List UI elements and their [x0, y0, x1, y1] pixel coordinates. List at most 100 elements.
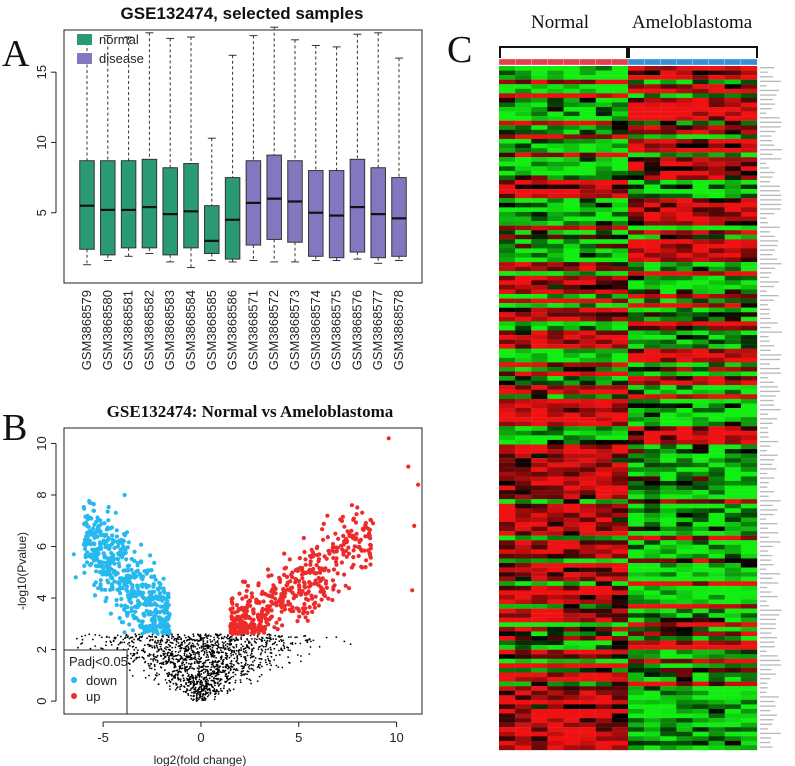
heatmap-cell	[563, 645, 580, 650]
heatmap-cell	[724, 686, 742, 691]
heatmap-cell	[740, 471, 758, 477]
heatmap-cell	[579, 622, 596, 628]
point-ns	[131, 640, 134, 643]
panel-a-sample-labels: GSM3868579 GSM3868580 GSM3868581 GSM3868582…	[79, 290, 406, 370]
point-ns	[201, 662, 204, 665]
group-bar-cell	[547, 58, 564, 66]
point-ns	[135, 658, 137, 660]
point-ns	[204, 647, 207, 650]
heatmap-cell	[692, 649, 709, 655]
heatmap-cell	[515, 394, 532, 400]
heatmap-cell	[499, 421, 516, 427]
heatmap-cell	[644, 262, 661, 267]
point-ns	[230, 643, 232, 646]
point-ns	[177, 642, 180, 644]
heatmap-cell	[515, 129, 532, 135]
point-ns	[211, 646, 214, 649]
heatmap-cell	[499, 385, 516, 390]
heatmap-cell	[660, 622, 677, 628]
heatmap-cell	[644, 202, 661, 208]
heatmap-cell	[595, 636, 613, 641]
heatmap-cell	[547, 129, 564, 135]
heatmap-cell	[628, 335, 645, 340]
point-ns	[281, 649, 284, 652]
heatmap-cell	[660, 590, 677, 596]
heatmap-cell	[660, 357, 677, 363]
heatmap-cell	[611, 211, 629, 217]
point-down	[132, 575, 137, 580]
point-up	[354, 512, 359, 517]
heatmap-cell	[563, 508, 580, 514]
heatmap-cell	[676, 170, 693, 176]
heatmap-cell	[660, 640, 677, 646]
heatmap-cell	[660, 412, 677, 418]
heatmap-cell	[579, 102, 596, 108]
heatmap-cell	[579, 654, 596, 659]
heatmap-cell	[628, 357, 645, 363]
sample-label: GSM3868572	[266, 290, 281, 370]
heatmap-cell	[676, 626, 693, 632]
heatmap-cell	[499, 152, 516, 158]
heatmap-cell	[708, 307, 725, 313]
heatmap-cell	[515, 134, 532, 140]
point-up	[300, 576, 305, 581]
point-ns	[244, 647, 247, 650]
heatmap-cell	[676, 690, 693, 696]
heatmap-cell	[563, 298, 580, 304]
heatmap-cell	[611, 512, 629, 518]
heatmap-cell	[563, 230, 580, 235]
point-ns	[264, 661, 267, 664]
point-up	[250, 619, 255, 625]
point-ns	[244, 657, 247, 660]
heatmap-cell	[531, 289, 548, 295]
heatmap-cell	[563, 143, 580, 149]
point-ns	[280, 638, 282, 641]
heatmap-cell	[515, 649, 532, 655]
heatmap-cell	[740, 348, 758, 354]
heatmap-cell	[708, 189, 725, 194]
point-down	[90, 501, 95, 506]
heatmap-cell	[644, 252, 661, 258]
heatmap-cell	[692, 248, 709, 254]
heatmap-cell	[692, 663, 709, 669]
point-up	[339, 560, 344, 565]
heatmap-cell	[595, 499, 613, 504]
heatmap-cell	[660, 544, 677, 550]
heatmap-cell	[644, 189, 661, 194]
heatmap-cell	[628, 325, 645, 331]
heatmap-cell	[740, 97, 758, 103]
heatmap-cell	[547, 161, 564, 167]
heatmap-cell	[611, 490, 629, 495]
point-ns	[181, 642, 183, 644]
heatmap-cell	[740, 535, 758, 541]
heatmap-cell	[547, 211, 564, 217]
point-up	[310, 596, 315, 601]
heatmap-cell	[611, 544, 629, 550]
heatmap-cell	[547, 608, 564, 614]
point-ns	[244, 662, 247, 665]
heatmap-cell	[708, 138, 725, 144]
point-down	[153, 625, 158, 630]
heatmap-cell	[499, 667, 516, 673]
heatmap-cell	[563, 170, 580, 176]
heatmap-cell	[740, 458, 758, 463]
heatmap-cell	[547, 494, 564, 500]
heatmap-cell	[563, 184, 580, 190]
point-ns	[211, 672, 213, 675]
point-up	[255, 615, 261, 620]
point-up	[252, 622, 257, 628]
point-down	[83, 514, 88, 519]
point-up	[295, 567, 300, 572]
point-ns	[217, 637, 220, 640]
heatmap-cell	[660, 230, 677, 235]
heatmap-cell	[740, 193, 758, 199]
point-up	[331, 584, 336, 590]
heatmap-cell	[595, 631, 613, 637]
point-ns	[246, 677, 248, 680]
box-body	[370, 167, 386, 259]
point-up	[317, 570, 322, 575]
point-ns	[306, 641, 309, 644]
heatmap-cell	[611, 453, 629, 459]
point-down	[123, 548, 128, 553]
point-down	[110, 585, 115, 590]
